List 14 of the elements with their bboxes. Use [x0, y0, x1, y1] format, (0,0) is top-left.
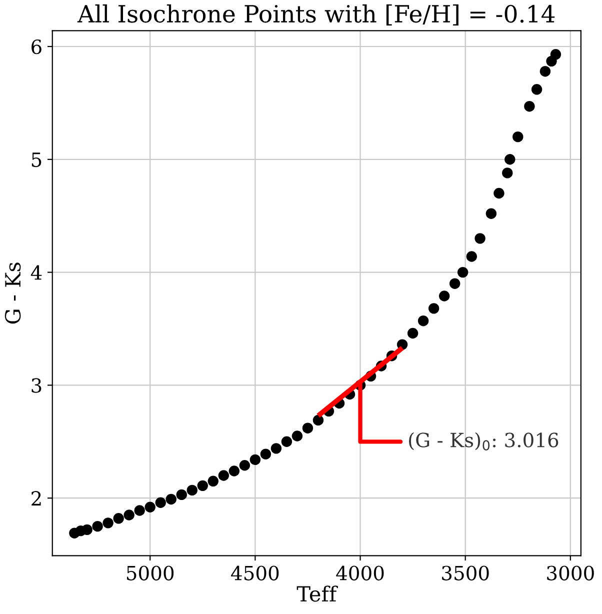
chart-title: All Isochrone Points with [Fe/H] = -0.14 — [77, 4, 555, 26]
x-tick-label: 3000 — [547, 566, 594, 580]
x-axis-title: Teff — [296, 586, 338, 602]
y-tick-label: 3 — [32, 378, 42, 393]
y-tick-label: 4 — [30, 265, 42, 280]
y-tick-label: 6 — [32, 39, 42, 54]
y-axis-title: G - Ks — [4, 262, 21, 324]
x-tick-label: 4000 — [336, 566, 384, 580]
annotation: (G - Ks)$_{0}$: 3.016 — [409, 432, 558, 450]
x-tick-label: 4500 — [231, 566, 279, 580]
x-tick-label: 3500 — [442, 566, 489, 580]
y-tick-label: 5 — [32, 152, 42, 168]
x-tick-label: 5000 — [127, 566, 174, 580]
y-tick-label: 2 — [32, 491, 41, 506]
